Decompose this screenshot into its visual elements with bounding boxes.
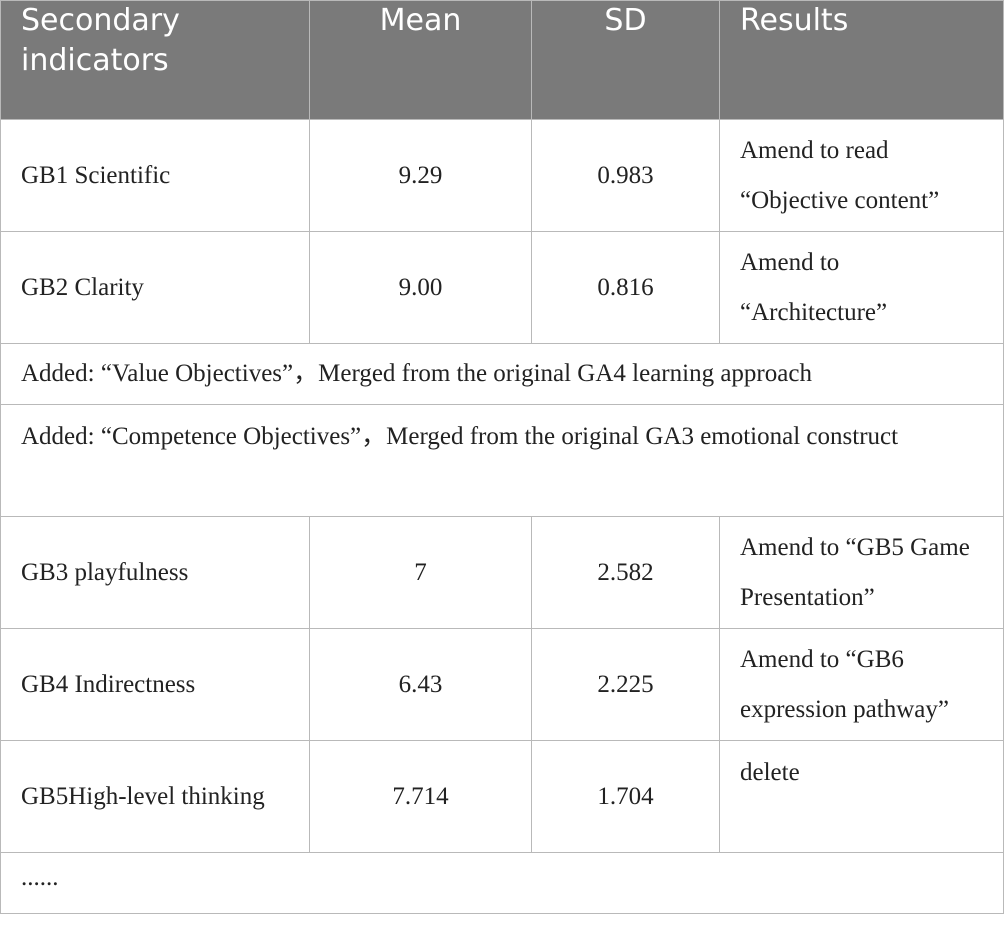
result-cell: delete [719, 740, 1004, 853]
sd-cell: 1.704 [531, 740, 720, 853]
mean-cell: 6.43 [309, 628, 532, 741]
sd-cell: 0.816 [531, 231, 720, 344]
indicator-cell: GB4 Indirectness [0, 628, 310, 741]
table-row: GB5High-level thinking 7.714 1.704 delet… [0, 740, 1004, 853]
header-row: Secondary indicators Mean SD Results [0, 0, 1004, 120]
mean-cell: 7 [309, 516, 532, 629]
header-sd: SD [531, 0, 720, 120]
header-secondary-indicators: Secondary indicators [0, 0, 310, 120]
header-results: Results [719, 0, 1004, 120]
table-row: GB2 Clarity 9.00 0.816 Amend to “Archite… [0, 231, 1004, 344]
table-row: Added: “Value Objectives”，Merged from th… [0, 343, 1004, 405]
header-mean: Mean [309, 0, 532, 120]
indicator-cell: GB2 Clarity [0, 231, 310, 344]
mean-cell: 9.29 [309, 119, 532, 232]
indicator-cell: GB1 Scientific [0, 119, 310, 232]
table-row: GB1 Scientific 9.29 0.983 Amend to read … [0, 119, 1004, 232]
sd-cell: 2.582 [531, 516, 720, 629]
result-cell: Amend to “Architecture” [719, 231, 1004, 344]
mean-cell: 9.00 [309, 231, 532, 344]
result-cell: Amend to read “Objective content” [719, 119, 1004, 232]
note-cell: Added: “Value Objectives”，Merged from th… [0, 343, 1004, 405]
result-cell: Amend to “GB6 expression pathway” [719, 628, 1004, 741]
mean-cell: 7.714 [309, 740, 532, 853]
sd-cell: 0.983 [531, 119, 720, 232]
indicator-cell: GB3 playfulness [0, 516, 310, 629]
table-header: Secondary indicators Mean SD Results [0, 0, 1004, 120]
ellipsis-cell: ...... [0, 852, 1004, 914]
table-row: GB3 playfulness 7 2.582 Amend to “GB5 Ga… [0, 516, 1004, 629]
indicator-cell: GB5High-level thinking [0, 740, 310, 853]
table-row: ...... [0, 852, 1004, 914]
table-row: Added: “Competence Objectives”，Merged fr… [0, 404, 1004, 517]
table-row: GB4 Indirectness 6.43 2.225 Amend to “GB… [0, 628, 1004, 741]
result-cell: Amend to “GB5 Game Presentation” [719, 516, 1004, 629]
sd-cell: 2.225 [531, 628, 720, 741]
note-cell: Added: “Competence Objectives”，Merged fr… [0, 404, 1004, 517]
